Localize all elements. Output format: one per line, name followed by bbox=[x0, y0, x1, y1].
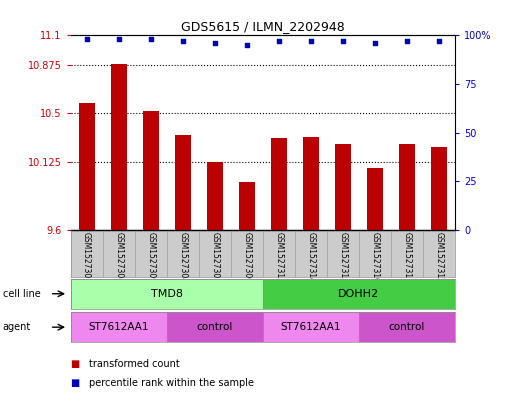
Text: GSM1527306: GSM1527306 bbox=[242, 232, 251, 283]
Text: percentile rank within the sample: percentile rank within the sample bbox=[89, 378, 254, 388]
Point bbox=[339, 38, 347, 44]
Bar bbox=[71, 312, 167, 342]
Point bbox=[146, 36, 155, 42]
Bar bbox=[143, 110, 158, 230]
Bar bbox=[263, 312, 359, 342]
Bar bbox=[335, 144, 351, 230]
Point bbox=[178, 38, 187, 44]
Bar bbox=[367, 168, 383, 230]
Text: GSM1527308: GSM1527308 bbox=[114, 232, 123, 283]
Text: agent: agent bbox=[3, 322, 31, 332]
Text: GSM1527315: GSM1527315 bbox=[338, 232, 347, 283]
Text: cell line: cell line bbox=[3, 289, 40, 299]
Text: control: control bbox=[197, 322, 233, 332]
Text: GSM1527310: GSM1527310 bbox=[370, 232, 379, 283]
Title: GDS5615 / ILMN_2202948: GDS5615 / ILMN_2202948 bbox=[181, 20, 345, 33]
Text: GSM1527305: GSM1527305 bbox=[210, 232, 219, 283]
Text: TMD8: TMD8 bbox=[151, 289, 183, 299]
Text: GSM1527314: GSM1527314 bbox=[306, 232, 315, 283]
Point bbox=[275, 38, 283, 44]
Text: GSM1527304: GSM1527304 bbox=[178, 232, 187, 283]
Bar bbox=[111, 64, 127, 230]
Bar bbox=[431, 147, 447, 230]
Bar bbox=[207, 162, 223, 230]
Text: GSM1527312: GSM1527312 bbox=[435, 232, 444, 283]
Point bbox=[435, 38, 443, 44]
Bar bbox=[271, 138, 287, 230]
Bar bbox=[263, 279, 455, 309]
Text: GSM1527313: GSM1527313 bbox=[275, 232, 283, 283]
Text: ■: ■ bbox=[71, 378, 80, 388]
Text: control: control bbox=[389, 322, 425, 332]
Text: ST7612AA1: ST7612AA1 bbox=[88, 322, 149, 332]
Point bbox=[83, 36, 91, 42]
Point bbox=[371, 40, 379, 46]
Point bbox=[115, 36, 123, 42]
Text: GSM1527311: GSM1527311 bbox=[403, 232, 412, 283]
Text: ST7612AA1: ST7612AA1 bbox=[281, 322, 341, 332]
Bar bbox=[359, 312, 455, 342]
Text: GSM1527307: GSM1527307 bbox=[82, 232, 91, 283]
Bar bbox=[71, 279, 263, 309]
Text: GSM1527309: GSM1527309 bbox=[146, 232, 155, 283]
Text: transformed count: transformed count bbox=[89, 358, 180, 369]
Point bbox=[243, 42, 251, 48]
Bar bbox=[78, 103, 95, 230]
Bar bbox=[303, 136, 319, 230]
Point bbox=[403, 38, 411, 44]
Bar bbox=[167, 312, 263, 342]
Text: ■: ■ bbox=[71, 358, 80, 369]
Point bbox=[211, 40, 219, 46]
Text: DOHH2: DOHH2 bbox=[338, 289, 380, 299]
Bar bbox=[399, 144, 415, 230]
Bar bbox=[239, 182, 255, 230]
Bar bbox=[175, 135, 191, 230]
Point bbox=[306, 38, 315, 44]
